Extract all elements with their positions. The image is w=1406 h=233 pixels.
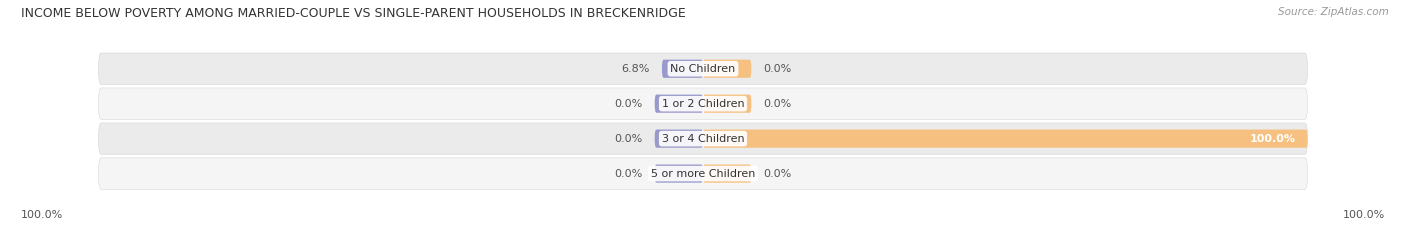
Text: 100.0%: 100.0% xyxy=(21,210,63,220)
Text: Source: ZipAtlas.com: Source: ZipAtlas.com xyxy=(1278,7,1389,17)
FancyBboxPatch shape xyxy=(703,164,751,183)
Text: 6.8%: 6.8% xyxy=(621,64,650,74)
FancyBboxPatch shape xyxy=(703,60,751,78)
Text: 0.0%: 0.0% xyxy=(614,99,643,109)
Text: No Children: No Children xyxy=(671,64,735,74)
Text: 100.0%: 100.0% xyxy=(1343,210,1385,220)
Text: 0.0%: 0.0% xyxy=(763,169,792,178)
Text: 0.0%: 0.0% xyxy=(763,64,792,74)
Text: 0.0%: 0.0% xyxy=(614,169,643,178)
Text: 1 or 2 Children: 1 or 2 Children xyxy=(662,99,744,109)
FancyBboxPatch shape xyxy=(98,53,1308,85)
FancyBboxPatch shape xyxy=(655,164,703,183)
FancyBboxPatch shape xyxy=(703,130,1308,148)
FancyBboxPatch shape xyxy=(98,158,1308,189)
FancyBboxPatch shape xyxy=(98,123,1308,154)
FancyBboxPatch shape xyxy=(655,130,703,148)
Text: 5 or more Children: 5 or more Children xyxy=(651,169,755,178)
Text: INCOME BELOW POVERTY AMONG MARRIED-COUPLE VS SINGLE-PARENT HOUSEHOLDS IN BRECKEN: INCOME BELOW POVERTY AMONG MARRIED-COUPL… xyxy=(21,7,686,20)
FancyBboxPatch shape xyxy=(703,95,751,113)
Text: 100.0%: 100.0% xyxy=(1250,134,1295,144)
FancyBboxPatch shape xyxy=(655,95,703,113)
Text: 3 or 4 Children: 3 or 4 Children xyxy=(662,134,744,144)
FancyBboxPatch shape xyxy=(98,88,1308,119)
Text: 0.0%: 0.0% xyxy=(763,99,792,109)
FancyBboxPatch shape xyxy=(662,60,703,78)
Text: 0.0%: 0.0% xyxy=(614,134,643,144)
